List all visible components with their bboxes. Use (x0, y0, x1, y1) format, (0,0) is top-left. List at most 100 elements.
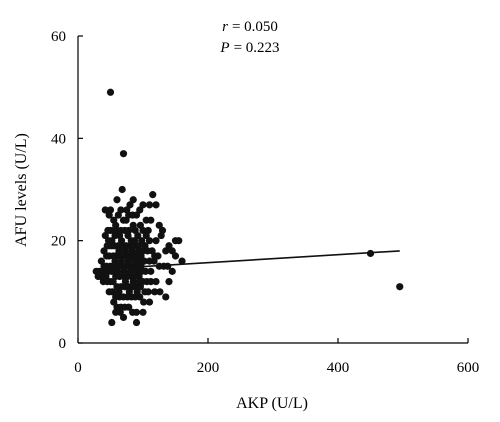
data-point (147, 278, 155, 286)
data-point (136, 206, 144, 214)
data-point (118, 185, 126, 194)
data-point (115, 247, 123, 255)
p-stat: P = 0.223 (219, 40, 279, 56)
data-point (101, 231, 109, 240)
data-point (132, 308, 141, 316)
data-point (133, 288, 141, 296)
data-point (165, 242, 173, 250)
data-point (108, 318, 116, 327)
data-point (134, 247, 143, 255)
data-point (111, 257, 119, 265)
data-point (127, 267, 135, 275)
fit-line (107, 250, 400, 270)
data-point (105, 211, 113, 219)
r-symbol: r (222, 19, 228, 35)
data-point (119, 150, 128, 158)
data-point (124, 257, 132, 265)
x-tick-label: 0 (74, 360, 82, 376)
data-point (129, 211, 137, 219)
data-point (141, 242, 149, 250)
data-point (171, 252, 180, 260)
data-point (140, 257, 148, 265)
data-point (104, 237, 113, 245)
data-point (151, 288, 159, 296)
data-point (117, 237, 126, 245)
x-tick-label: 600 (457, 360, 480, 376)
y-tick-label: 20 (51, 234, 66, 250)
data-point (152, 201, 160, 209)
data-point (121, 278, 130, 286)
correlation-stats: r = 0.050 P = 0.223 (219, 19, 279, 56)
data-point (130, 257, 139, 265)
y-tick-label: 40 (51, 131, 66, 147)
data-point (152, 237, 160, 245)
y-tick-label: 60 (51, 29, 66, 45)
data-point (152, 278, 160, 286)
data-point (130, 237, 139, 245)
data-point (129, 196, 137, 204)
p-value: = 0.223 (234, 40, 280, 56)
data-point (140, 298, 148, 306)
data-point (145, 298, 154, 306)
y-axis-title: AFU levels (U/L) (13, 133, 30, 247)
data-point (108, 288, 117, 296)
data-point (132, 318, 141, 327)
data-point (110, 298, 118, 306)
data-point (155, 221, 163, 229)
data-point (168, 247, 176, 255)
data-point (112, 308, 120, 316)
data-point (120, 267, 128, 275)
data-point (144, 226, 152, 235)
data-point (101, 206, 109, 214)
x-axis-title: AKP (U/L) (236, 395, 308, 412)
x-tick-label: 400 (327, 360, 350, 376)
data-point (139, 308, 147, 316)
data-point (145, 237, 154, 245)
data-point (115, 288, 123, 296)
data-point (150, 257, 158, 265)
data-point (156, 288, 164, 296)
data-point (111, 231, 119, 240)
data-point (125, 303, 133, 311)
data-point (125, 288, 133, 296)
data-point (139, 201, 147, 209)
data-point (138, 237, 146, 245)
data-point (154, 252, 162, 260)
data-point (113, 196, 121, 204)
data-point (129, 278, 137, 286)
data-point (108, 267, 116, 275)
data-point (112, 221, 120, 229)
data-point (128, 247, 136, 255)
data-point (144, 288, 152, 296)
data-point (114, 267, 122, 275)
data-point (162, 293, 170, 301)
data-point (149, 191, 157, 199)
r-stat: r = 0.050 (222, 19, 278, 35)
data-point (109, 278, 117, 286)
data-point (117, 257, 126, 265)
data-point (165, 278, 173, 286)
data-point (131, 226, 139, 235)
data-point (147, 267, 155, 275)
data-point (142, 267, 150, 275)
p-symbol: P (219, 40, 229, 56)
data-point (126, 201, 134, 209)
data-point (134, 242, 143, 250)
data-point (147, 216, 155, 224)
data-point (162, 247, 170, 255)
data-point (117, 206, 125, 214)
data-point (175, 237, 183, 245)
data-point (124, 231, 132, 240)
data-point (178, 257, 186, 265)
data-point (396, 283, 404, 291)
y-tick-label: 0 (59, 336, 67, 352)
data-point (145, 201, 154, 209)
r-value: = 0.050 (232, 19, 278, 35)
data-point (136, 278, 144, 286)
data-point (136, 221, 144, 229)
data-point (157, 231, 165, 240)
data-point (168, 267, 176, 275)
data-point (133, 267, 141, 275)
data-point (94, 272, 102, 281)
